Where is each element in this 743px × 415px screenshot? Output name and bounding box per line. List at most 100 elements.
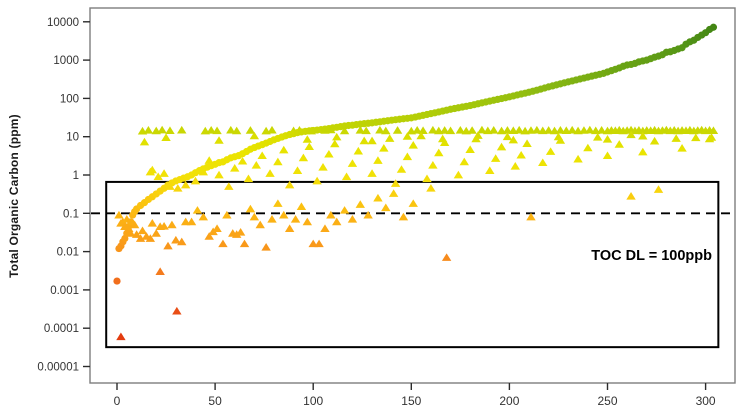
data-point-triangle (708, 126, 719, 135)
circle-series (113, 23, 718, 285)
y-axis: 10000 1000 100 10 1 0.1 0.01 0.001 0.0001 0.00001 (37, 17, 90, 374)
data-point-triangle (231, 230, 242, 238)
data-point-triangle (439, 126, 450, 134)
data-point-triangle (626, 130, 636, 139)
data-point-triangle (273, 199, 283, 207)
y-tick-label: 0.01 (57, 247, 79, 259)
data-point-triangle (255, 220, 265, 229)
data-point-triangle (147, 219, 158, 227)
data-point-triangle (218, 239, 228, 248)
data-point-triangle (538, 158, 548, 167)
y-tick-label: 10000 (47, 17, 79, 29)
data-point-triangle (284, 180, 295, 189)
data-point-triangle (206, 125, 216, 134)
data-point-triangle (116, 332, 126, 341)
data-point-triangle (204, 156, 214, 164)
data-point-circle (113, 277, 121, 285)
y-tick-label: 0.001 (50, 285, 79, 297)
data-point-triangle (653, 185, 664, 193)
data-point-triangle (596, 125, 607, 134)
data-point-triangle (171, 235, 181, 244)
data-point-triangle (131, 230, 142, 238)
data-point-triangle (388, 189, 399, 197)
data-point-triangle (477, 125, 487, 134)
data-point-triangle (408, 140, 418, 149)
detection-limit-label: TOC DL = 100ppb (591, 248, 712, 264)
data-point-triangle (224, 182, 234, 190)
y-tick-label: 0.00001 (37, 362, 79, 374)
data-point-triangle (573, 154, 583, 163)
data-point-triangle (510, 161, 520, 170)
data-point-triangle (308, 239, 318, 248)
data-point-triangle (139, 137, 150, 146)
data-point-triangle (243, 174, 254, 183)
data-point-triangle (155, 267, 165, 276)
data-point-triangle (143, 125, 154, 134)
data-point-triangle (355, 125, 365, 134)
data-point-triangle (396, 165, 407, 173)
data-point-triangle (467, 126, 477, 134)
data-point-triangle (145, 234, 156, 242)
data-point-triangle (180, 180, 191, 189)
data-point-triangle (490, 154, 501, 162)
data-point-triangle (251, 161, 262, 169)
data-point-triangle (190, 176, 201, 185)
x-tick-label: 150 (401, 394, 421, 408)
data-point-triangle (567, 125, 577, 134)
data-point-triangle (416, 131, 426, 140)
data-point-triangle (186, 217, 197, 226)
data-point-triangle (314, 239, 324, 248)
data-point-triangle (381, 203, 391, 212)
data-point-triangle (453, 170, 464, 179)
data-point-triangle (592, 133, 603, 141)
data-point-triangle (455, 125, 466, 134)
data-point-triangle (508, 135, 519, 144)
data-point-triangle (145, 167, 156, 176)
data-point-triangle (398, 212, 409, 221)
data-point-triangle (514, 125, 524, 134)
data-point-triangle (298, 153, 309, 162)
data-point-triangle (677, 144, 687, 152)
data-point-triangle (265, 169, 275, 177)
data-point-triangle (496, 142, 507, 151)
data-point-triangle (373, 156, 383, 164)
data-point-triangle (326, 210, 336, 219)
data-point-triangle (161, 133, 171, 141)
x-tick-label: 0 (114, 394, 121, 408)
data-point-triangle (347, 215, 358, 223)
data-point-triangle (332, 132, 342, 141)
data-point-triangle (385, 134, 395, 142)
data-point-triangle (292, 166, 303, 175)
data-point-triangle (691, 133, 701, 142)
data-point-triangle (320, 224, 330, 232)
y-tick-label: 10 (66, 132, 79, 144)
data-point-triangle (555, 125, 566, 134)
data-point-triangle (585, 125, 595, 134)
data-point-triangle (245, 204, 256, 213)
data-point-triangle (163, 241, 173, 250)
data-point-triangle (302, 135, 313, 143)
data-point-triangle (418, 126, 428, 135)
x-tick-label: 50 (208, 394, 222, 408)
data-point-triangle (341, 172, 352, 181)
data-point-triangle (261, 243, 271, 251)
data-point-triangle (214, 136, 224, 144)
data-point-triangle (390, 179, 401, 187)
data-point-triangle (249, 131, 260, 140)
data-point-triangle (157, 125, 167, 134)
data-point-triangle (318, 162, 328, 171)
data-point-triangle (212, 224, 222, 232)
data-point-triangle (502, 132, 513, 141)
y-tick-label: 1000 (53, 55, 79, 67)
data-point-triangle (284, 224, 295, 232)
data-point-triangle (441, 253, 452, 261)
data-point-triangle (465, 145, 475, 154)
data-point-triangle (226, 125, 236, 134)
y-tick-label: 100 (60, 93, 79, 105)
data-point-triangle (180, 217, 191, 226)
data-point-triangle (532, 125, 542, 134)
data-point-triangle (434, 148, 444, 157)
data-point-triangle (402, 132, 413, 140)
data-point-triangle (367, 136, 377, 145)
